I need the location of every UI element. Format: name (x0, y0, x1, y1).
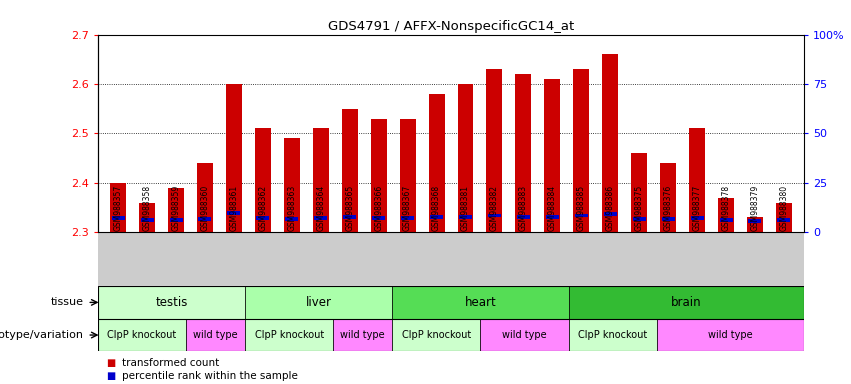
Bar (574, 69, 589, 232)
Bar (392, 286, 568, 319)
Bar (245, 319, 334, 351)
Text: tissue: tissue (51, 297, 83, 308)
Bar (343, 215, 357, 219)
Bar (168, 188, 184, 232)
Bar (603, 55, 618, 232)
Text: testis: testis (155, 296, 187, 309)
Bar (139, 203, 155, 232)
Bar (401, 216, 414, 220)
Bar (392, 319, 481, 351)
Text: ■: ■ (106, 358, 116, 368)
Bar (226, 84, 242, 232)
Bar (255, 129, 271, 232)
Bar (568, 319, 657, 351)
Bar (197, 163, 213, 232)
Text: brain: brain (671, 296, 702, 309)
Bar (749, 220, 762, 223)
Bar (459, 215, 472, 219)
Bar (487, 69, 502, 232)
Bar (245, 286, 392, 319)
Bar (98, 286, 245, 319)
Bar (481, 319, 568, 351)
Bar (98, 319, 186, 351)
Bar (718, 198, 734, 232)
Bar (568, 286, 804, 319)
Text: ■: ■ (106, 371, 116, 381)
Bar (140, 218, 153, 222)
Text: liver: liver (306, 296, 332, 309)
Bar (574, 214, 588, 217)
Bar (111, 216, 124, 220)
Bar (603, 212, 617, 216)
Text: percentile rank within the sample: percentile rank within the sample (122, 371, 298, 381)
Text: wild type: wild type (708, 330, 753, 340)
Bar (545, 79, 560, 232)
Bar (747, 217, 763, 232)
Bar (516, 74, 531, 232)
Bar (720, 218, 733, 222)
Text: wild type: wild type (193, 330, 238, 340)
Bar (517, 215, 530, 219)
Bar (458, 84, 473, 232)
Bar (631, 153, 647, 232)
Bar (313, 129, 328, 232)
Bar (660, 163, 676, 232)
Text: GDS4791 / AFFX-NonspecificGC14_at: GDS4791 / AFFX-NonspecificGC14_at (328, 20, 574, 33)
Bar (198, 217, 212, 222)
Bar (632, 217, 646, 222)
Bar (342, 109, 357, 232)
Bar (285, 217, 299, 222)
Bar (372, 216, 386, 220)
Bar (429, 94, 444, 232)
Text: ClpP knockout: ClpP knockout (107, 330, 177, 340)
Text: ClpP knockout: ClpP knockout (402, 330, 471, 340)
Text: ClpP knockout: ClpP knockout (254, 330, 323, 340)
Bar (256, 216, 270, 220)
Bar (545, 215, 559, 219)
Bar (110, 183, 126, 232)
Bar (227, 211, 241, 215)
Bar (284, 138, 300, 232)
Text: heart: heart (465, 296, 496, 309)
Bar (430, 215, 443, 219)
Bar (186, 319, 245, 351)
Text: genotype/variation: genotype/variation (0, 330, 83, 340)
Bar (400, 119, 415, 232)
Bar (334, 319, 392, 351)
Bar (371, 119, 386, 232)
Bar (776, 203, 792, 232)
Bar (690, 216, 704, 220)
Text: transformed count: transformed count (122, 358, 219, 368)
Text: ClpP knockout: ClpP knockout (579, 330, 648, 340)
Bar (314, 216, 328, 220)
Text: wild type: wild type (502, 330, 547, 340)
Text: wild type: wild type (340, 330, 385, 340)
Bar (689, 129, 705, 232)
Bar (169, 218, 182, 222)
Bar (778, 218, 791, 222)
Bar (661, 217, 675, 222)
Bar (488, 214, 501, 217)
Bar (657, 319, 804, 351)
